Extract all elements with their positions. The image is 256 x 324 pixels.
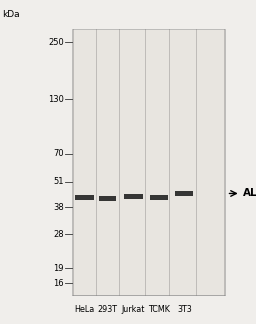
Text: 38: 38 bbox=[53, 203, 64, 212]
Bar bbox=[175, 191, 193, 196]
Bar bbox=[75, 195, 94, 200]
Text: 250: 250 bbox=[48, 38, 64, 47]
Bar bbox=[124, 194, 143, 199]
Text: TCMK: TCMK bbox=[148, 305, 170, 314]
Text: 130: 130 bbox=[48, 95, 64, 104]
Text: ALDOA: ALDOA bbox=[243, 189, 256, 199]
Bar bbox=[100, 199, 115, 200]
Bar bbox=[125, 196, 141, 198]
Text: 16: 16 bbox=[53, 279, 64, 288]
Text: 51: 51 bbox=[54, 177, 64, 186]
Text: kDa: kDa bbox=[3, 10, 20, 19]
Bar bbox=[72, 29, 225, 295]
Bar bbox=[77, 198, 92, 199]
Text: 19: 19 bbox=[54, 263, 64, 272]
Bar bbox=[177, 193, 191, 195]
Text: Jurkat: Jurkat bbox=[121, 305, 145, 314]
Bar bbox=[99, 196, 116, 201]
Text: 70: 70 bbox=[53, 149, 64, 158]
Text: 293T: 293T bbox=[98, 305, 118, 314]
Text: 28: 28 bbox=[53, 230, 64, 238]
Text: HeLa: HeLa bbox=[74, 305, 95, 314]
Text: 3T3: 3T3 bbox=[177, 305, 192, 314]
Bar bbox=[152, 198, 166, 199]
Bar bbox=[150, 195, 168, 200]
